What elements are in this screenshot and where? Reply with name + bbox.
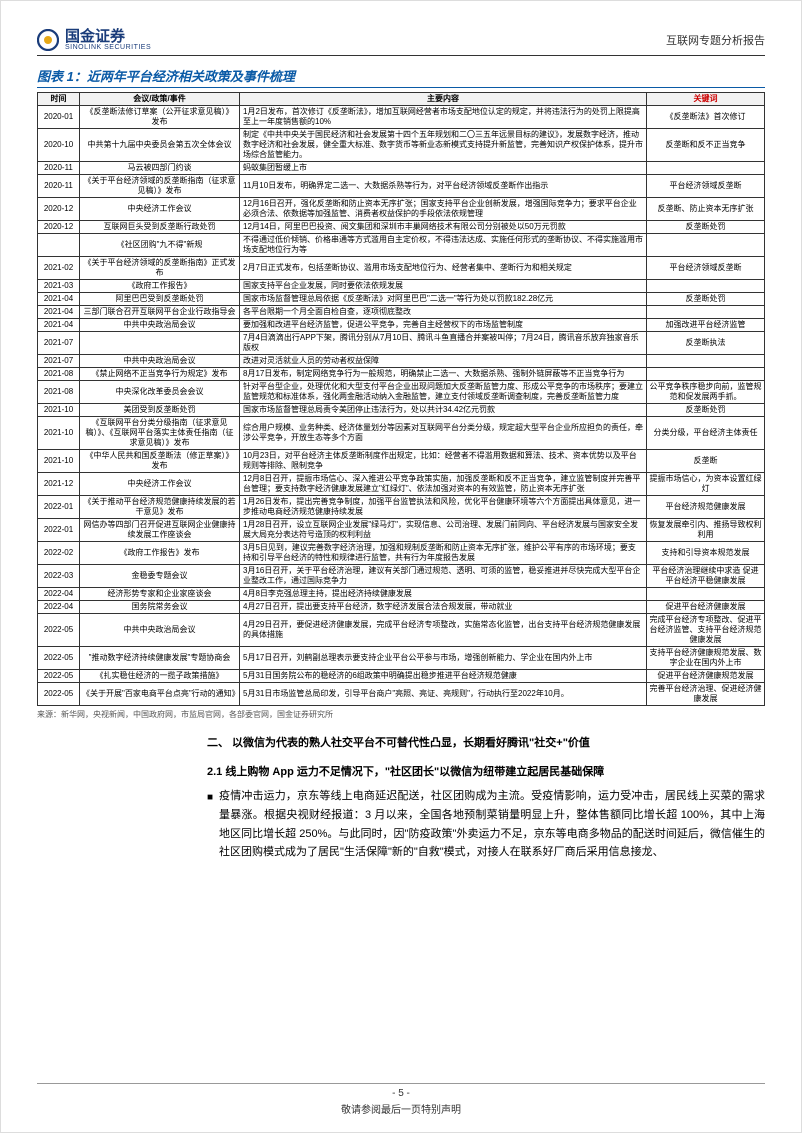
table-row: 2021-10《互联网平台分类分级指南（征求意见稿）》、《互联网平台落实主体责任… bbox=[38, 417, 765, 450]
table-row: 2021-07中共中央政治局会议改进对灵活就业人员的劳动者权益保障 bbox=[38, 355, 765, 368]
table-header: 时间 bbox=[38, 93, 80, 106]
table-row: 2020-12中央经济工作会议12月16日召开，强化反垄断和防止资本无序扩张；国… bbox=[38, 198, 765, 221]
chart-title: 图表 1：近两年平台经济相关政策及事件梳理 bbox=[37, 66, 765, 88]
table-row: 2022-03金稳委专题会议3月16日召开，关于平台经济治理，建议有关部门通过规… bbox=[38, 565, 765, 588]
section-h3: 2.1 线上购物 App 运力不足情况下，"社区团长"以微信为纽带建立起居民基础… bbox=[207, 763, 765, 782]
bullet-icon: ■ bbox=[207, 789, 213, 862]
logo-cn: 国金证券 bbox=[65, 29, 151, 44]
table-row: 2021-077月4日滴滴出行APP下架，腾讯分别从7月10日、腾讯斗鱼直播合并… bbox=[38, 332, 765, 355]
table-row: 《社区团购"九不得"新规不得通过低价倾销、价格串通等方式滥用自主定价权，不得违法… bbox=[38, 234, 765, 257]
footer-disclaimer: 敬请参阅最后一页特别声明 bbox=[1, 1101, 801, 1116]
section-h2: 二、 以微信为代表的熟人社交平台不可替代性凸显，长期看好腾讯"社交+"价值 bbox=[207, 734, 765, 753]
table-row: 2021-04阿里巴巴受到反垄断处罚国家市场监督管理总局依据《反垄断法》对阿里巴… bbox=[38, 293, 765, 306]
page-footer: - 5 - 敬请参阅最后一页特别声明 bbox=[1, 1083, 801, 1116]
table-header: 会议/政策/事件 bbox=[80, 93, 240, 106]
table-row: 2022-05《扎实稳住经济的一揽子政策措施》5月31日国务院公布的稳经济的6组… bbox=[38, 670, 765, 683]
policy-table: 时间会议/政策/事件主要内容关键词 2020-01《反垄断法修订草案（公开征求意… bbox=[37, 92, 765, 706]
table-row: 2022-01网信办等四部门召开促进互联网企业健康持续发展工作座谈会1月28日召… bbox=[38, 519, 765, 542]
logo-icon bbox=[37, 29, 59, 51]
table-row: 2021-12中央经济工作会议12月8日召开，提振市场信心、深入推进公平竞争政策… bbox=[38, 473, 765, 496]
table-row: 2022-04国务院常务会议4月27日召开，提出要支持平台经济，数字经济发展合法… bbox=[38, 601, 765, 614]
table-row: 2020-11《关于平台经济领域的反垄断指南（征求意见稿）》发布11月10日发布… bbox=[38, 175, 765, 198]
table-row: 2020-11马云被四部门约谈蚂蚁集团暂缓上市 bbox=[38, 162, 765, 175]
table-row: 2020-01《反垄断法修订草案（公开征求意见稿）》发布1月2日发布，首次修订《… bbox=[38, 106, 765, 129]
page-header: 国金证券 SINOLINK SECURITIES 互联网专题分析报告 bbox=[37, 29, 765, 56]
table-row: 2022-02《政府工作报告》发布3月5日见到，建议完善数字经济治理，加强和规制… bbox=[38, 542, 765, 565]
table-row: 2022-05"推动数字经济持续健康发展"专题协商会5月17日召开，刘鹤副总理表… bbox=[38, 647, 765, 670]
table-row: 2021-10《中华人民共和国反垄断法（修正草案）》发布10月23日，对平台经济… bbox=[38, 450, 765, 473]
table-row: 2021-08中央深化改革委员会会议针对平台型企业，处理优化和大型支付平台企业出… bbox=[38, 381, 765, 404]
table-row: 2021-04中共中央政治局会议要加强和改进平台经济监管，促进公平竞争，完善自主… bbox=[38, 319, 765, 332]
table-row: 2022-01《关于推动平台经济规范健康持续发展的若干意见》发布1月26日发布，… bbox=[38, 496, 765, 519]
table-row: 2020-10中共第十九届中央委员会第五次全体会议制定《中共中央关于国民经济和社… bbox=[38, 129, 765, 162]
table-row: 2021-10美团受到反垄断处罚国家市场监督管理总局责令美团停止违法行为，处以共… bbox=[38, 404, 765, 417]
table-row: 2021-04三部门联合召开互联网平台企业行政指导会各平台限期一个月全面自检自查… bbox=[38, 306, 765, 319]
table-row: 2022-05中共中央政治局会议4月29日召开，要促进经济健康发展，完成平台经济… bbox=[38, 614, 765, 647]
table-source: 来源：新华网，央视新闻，中国政府网，市监局官网，各部委官网，国金证券研究所 bbox=[37, 709, 765, 720]
table-row: 2021-03《政府工作报告》国家支持平台企业发展，同时要依法依规发展 bbox=[38, 280, 765, 293]
table-row: 2022-05《关于开展"百家电商平台点亮"行动的通知》5月31日市场监管总局印… bbox=[38, 683, 765, 706]
table-row: 2021-08《禁止网络不正当竞争行为规定》发布8月17日发布，制定网络竞争行为… bbox=[38, 368, 765, 381]
page-number: - 5 - bbox=[1, 1088, 801, 1099]
table-row: 2020-12互联网巨头受到反垄断行政处罚12月14日，阿里巴巴投资、阅文集团和… bbox=[38, 221, 765, 234]
table-row: 2022-04经济形势专家和企业家座谈会4月8日李克强总理主持，提出经济持续健康… bbox=[38, 588, 765, 601]
body-paragraph: 疫情冲击运力，京东等线上电商延迟配送，社区团购成为主流。受疫情影响，运力受冲击，… bbox=[219, 787, 765, 862]
table-row: 2021-02《关于平台经济领域的反垄断指南》正式发布2月7日正式发布，包括垄断… bbox=[38, 257, 765, 280]
doc-type: 互联网专题分析报告 bbox=[666, 32, 765, 48]
table-header: 主要内容 bbox=[240, 93, 647, 106]
table-header: 关键词 bbox=[647, 93, 765, 106]
logo: 国金证券 SINOLINK SECURITIES bbox=[37, 29, 151, 51]
logo-en: SINOLINK SECURITIES bbox=[65, 44, 151, 51]
